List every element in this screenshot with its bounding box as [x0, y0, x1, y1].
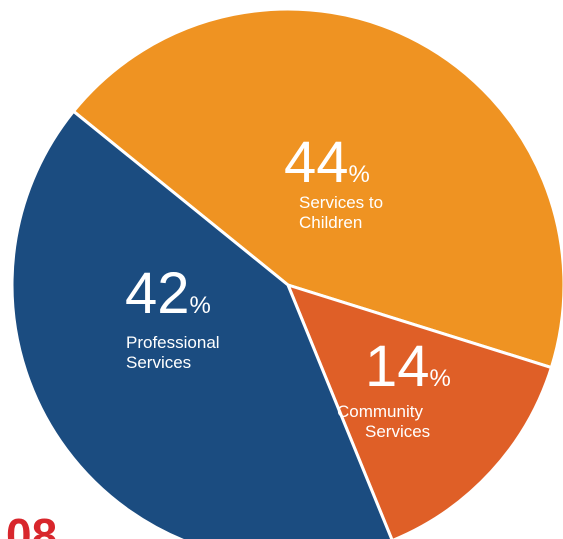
slice-label-1-line-1: Services	[365, 422, 430, 441]
slice-label-2-line-0: Professional	[126, 333, 220, 352]
slice-percent-symbol: %	[349, 161, 370, 188]
slice-label-2-line-1: Services	[126, 353, 191, 372]
slice-value-number: 44	[284, 130, 349, 195]
slice-value-2: 42%	[125, 261, 211, 326]
slice-percent-symbol: %	[190, 292, 211, 319]
pie-slices	[10, 7, 563, 539]
pie-slice-1	[286, 283, 553, 539]
slice-value-number: 14	[365, 334, 430, 399]
slice-percent-symbol: %	[430, 365, 451, 392]
slice-label-0-line-0: Services to	[299, 193, 383, 212]
pie-slice-2	[10, 109, 394, 539]
slice-value-0: 44%	[284, 130, 370, 195]
slice-label-1-line-0: Community	[337, 402, 423, 421]
slice-label-0-line-1: Children	[299, 213, 362, 232]
slice-value-number: 42	[125, 261, 190, 326]
slice-value-1: 14%	[365, 334, 451, 399]
corner-text: 08	[6, 509, 57, 539]
pie-labels: 44%Services toChildren14%CommunityServic…	[125, 130, 451, 441]
